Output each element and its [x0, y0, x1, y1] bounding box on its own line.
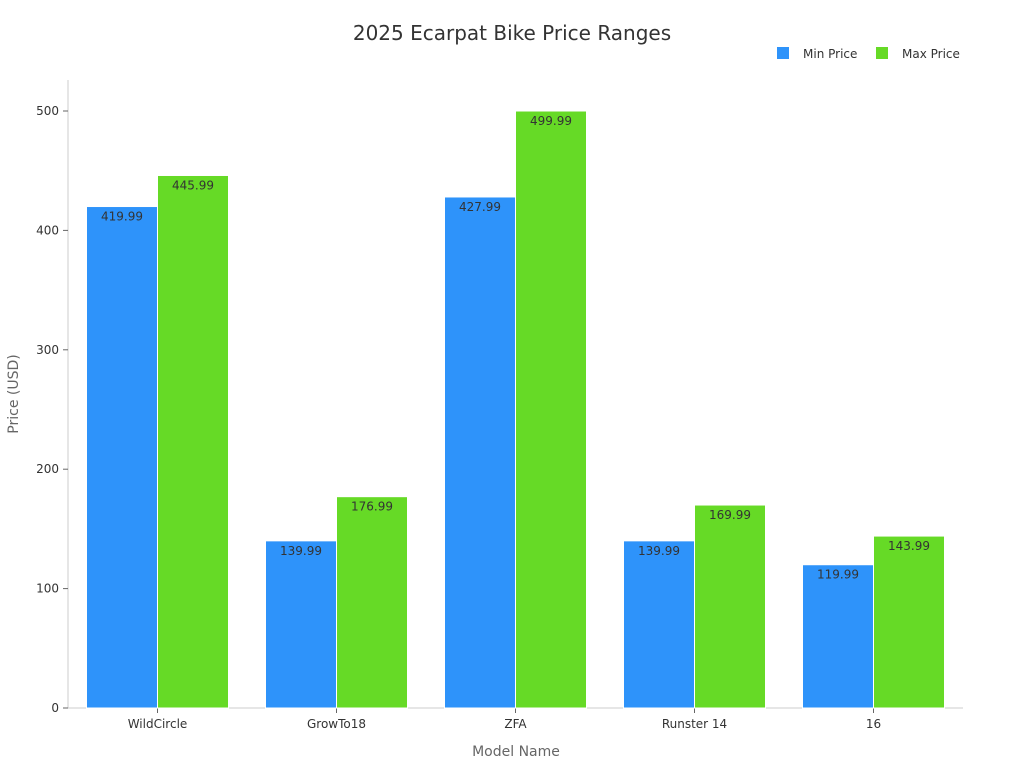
data-label: 169.99: [709, 508, 751, 522]
bar-max-3: [694, 504, 766, 709]
y-tick-label: 0: [51, 701, 59, 715]
x-tick-label: GrowTo18: [307, 717, 366, 731]
legend-label-min[interactable]: Min Price: [803, 47, 857, 61]
data-label: 419.99: [101, 210, 143, 224]
y-axis-title: Price (USD): [6, 354, 22, 433]
legend: Min Price Max Price: [777, 47, 960, 61]
bar-max-0: [157, 174, 229, 709]
y-tick-label: 300: [36, 343, 59, 357]
bar-min-1: [265, 540, 337, 709]
data-label: 143.99: [888, 539, 930, 553]
bar-min-0: [86, 206, 158, 709]
data-label: 176.99: [351, 500, 393, 514]
x-tick-label: Runster 14: [662, 717, 727, 731]
legend-swatch-min[interactable]: [777, 47, 789, 59]
bar-max-1: [336, 496, 408, 709]
chart-title: 2025 Ecarpat Bike Price Ranges: [353, 21, 671, 45]
y-tick-label: 200: [36, 462, 59, 476]
y-tick-label: 500: [36, 104, 59, 118]
data-label: 139.99: [280, 544, 322, 558]
bar-min-4: [802, 564, 874, 709]
bar-max-2: [515, 110, 587, 709]
data-label: 499.99: [530, 114, 572, 128]
x-tick-label: ZFA: [504, 717, 527, 731]
data-label: 427.99: [459, 200, 501, 214]
data-label: 139.99: [638, 544, 680, 558]
legend-label-max[interactable]: Max Price: [902, 47, 960, 61]
bars-group: [86, 110, 945, 709]
data-label: 445.99: [172, 178, 214, 192]
data-label: 119.99: [817, 568, 859, 582]
x-tick-label: WildCircle: [128, 717, 188, 731]
x-axis-title: Model Name: [472, 744, 560, 760]
bar-min-2: [444, 196, 516, 709]
bar-max-4: [873, 535, 945, 709]
y-tick-label: 400: [36, 223, 59, 237]
x-tick-label: 16: [866, 717, 881, 731]
x-axis: WildCircle GrowTo18 ZFA Runster 14 16: [68, 707, 963, 731]
legend-swatch-max[interactable]: [876, 47, 888, 59]
y-axis: 0 100 200 300 400 500: [36, 80, 69, 715]
bar-min-3: [623, 540, 695, 709]
y-tick-label: 100: [36, 582, 59, 596]
data-labels-group: 419.99 445.99 139.99 176.99 427.99 499.99 139.…: [101, 114, 930, 582]
